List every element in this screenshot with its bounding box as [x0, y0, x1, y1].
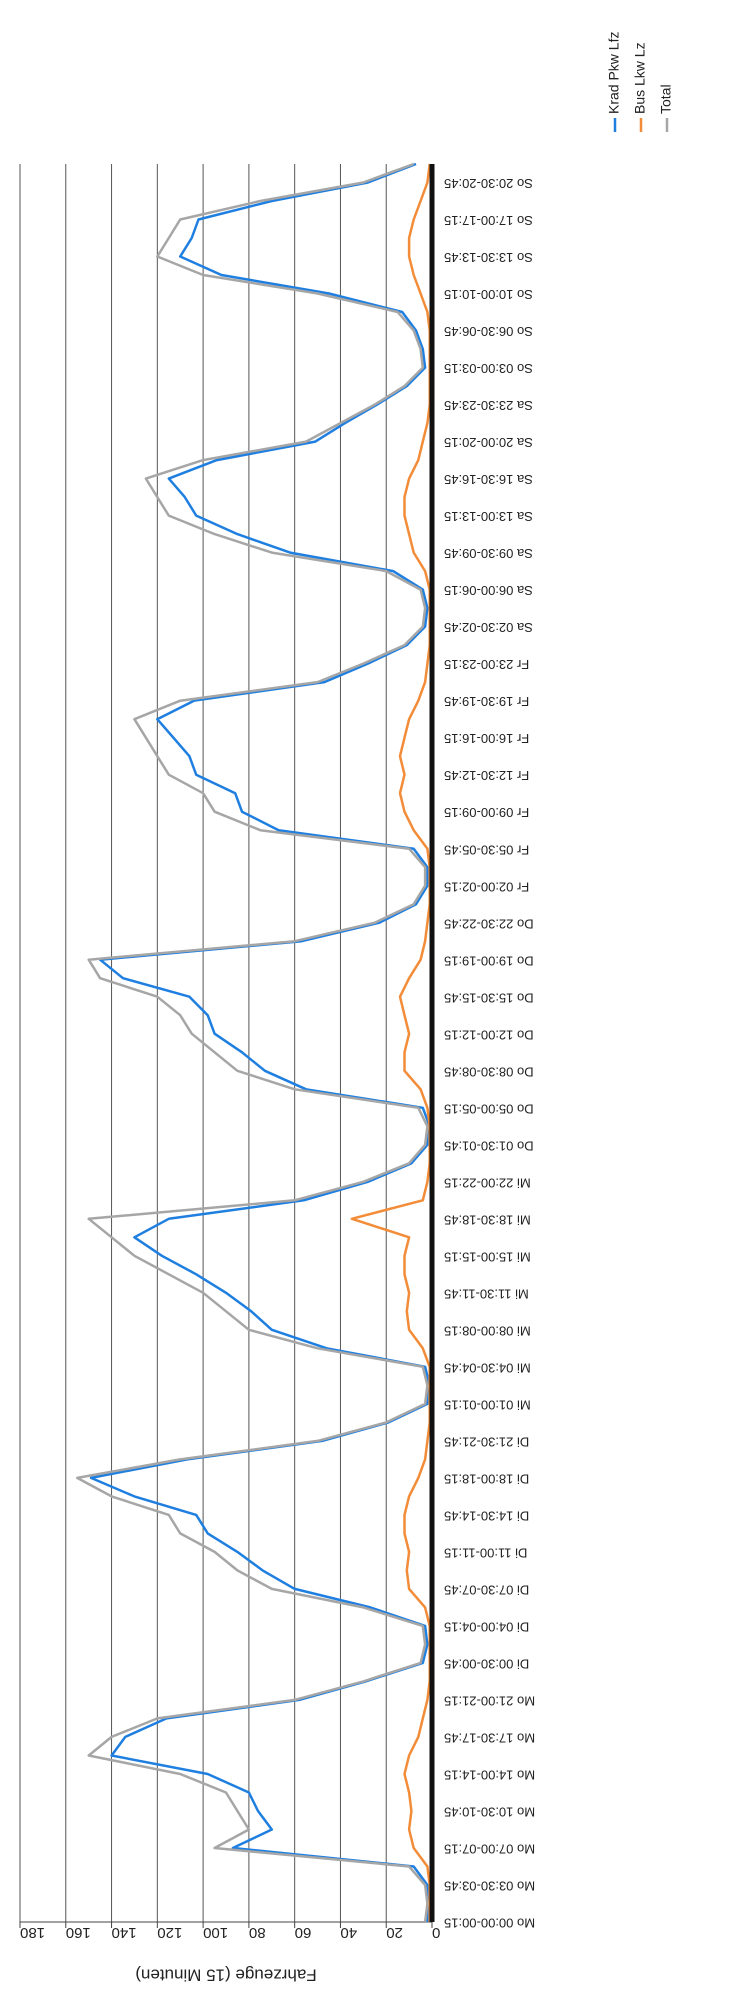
x-tick-label: Mi 18:30-18:45 [444, 1212, 531, 1227]
legend-label: Krad Pkw Lfz [606, 32, 622, 114]
x-tick-label: Fr 09:00-09:15 [444, 805, 529, 820]
x-tick-label: Do 12:00-12:15 [444, 1027, 534, 1042]
x-tick-label: Mo 00:00-00:15 [444, 1916, 535, 1931]
chart-body: Fahrzeuge (15 Minuten) 0 20 40 60 80 100 120 14… [19, 32, 674, 1985]
x-tick-label: So 03:00-03:15 [444, 361, 533, 376]
x-tick-label: Do 15:30-15:45 [444, 990, 534, 1005]
x-tick-label: Mi 15:00-15:15 [444, 1249, 531, 1264]
x-tick-label: Di 14:30-14:45 [444, 1508, 529, 1523]
y-tick-label: 20 [386, 1924, 403, 1941]
legend-label: Total [658, 84, 674, 114]
x-tick-label: So 17:00-17:15 [444, 213, 533, 228]
x-tick-label: So 10:00-10:15 [444, 287, 533, 302]
series-line [350, 163, 431, 1922]
x-tick-label: Sa 06:00-06:15 [444, 583, 533, 598]
y-tick-label: 40 [340, 1924, 357, 1941]
x-tick-label: Mo 03:30-03:45 [444, 1879, 535, 1894]
x-tick-label: Mi 11:30-11:45 [444, 1286, 529, 1301]
series-line [75, 162, 429, 1923]
y-tick-label: 100 [203, 1924, 228, 1941]
x-tick-label: Sa 02:30-02:45 [444, 620, 533, 635]
x-tick-label: Di 07:30-07:45 [444, 1582, 529, 1597]
x-tick-label: Fr 16:00-16:15 [444, 731, 529, 746]
x-tick-label: Sa 20:00-20:15 [444, 435, 533, 450]
x-tick-label: Fr 02:00-02:15 [444, 879, 529, 894]
x-tick-label: Do 08:30-08:45 [444, 1064, 534, 1079]
x-tick-label: Di 21:30-21:45 [444, 1434, 529, 1449]
y-tick-label: 60 [295, 1924, 312, 1941]
x-tick-label: Mo 14:00-14:15 [444, 1768, 535, 1783]
x-tick-label: Mi 08:00-08:15 [444, 1323, 531, 1338]
x-tick-label: Di 18:00-18:15 [444, 1471, 529, 1486]
x-tick-label: Sa 13:00-13:15 [444, 509, 533, 524]
x-tick-label: Fr 19:30-19:45 [444, 694, 529, 709]
x-tick-label: Di 11:00-11:15 [444, 1545, 527, 1560]
x-tick-label: Mo 07:00-07:15 [444, 1842, 535, 1857]
y-tick-label: 140 [112, 1924, 137, 1941]
x-tick-label: So 20:30-20:45 [444, 176, 533, 191]
x-tick-label: Fr 05:30-05:45 [444, 842, 529, 857]
x-tick-label: Mo 17:30-17:45 [444, 1731, 535, 1746]
x-tick-label: Do 01:30-01:45 [444, 1138, 534, 1153]
x-tick-label: Mi 01:00-01:15 [444, 1397, 531, 1412]
y-tick-label: 180 [20, 1924, 45, 1941]
x-tick-label: Fr 23:00-23:15 [444, 657, 529, 672]
x-tick-label: Fr 12:30-12:45 [444, 768, 529, 783]
x-tick-label: So 06:30-06:45 [444, 324, 533, 339]
x-tick-label: Do 05:00-05:15 [444, 1101, 534, 1116]
x-tick-label: Mi 04:30-04:45 [444, 1360, 531, 1375]
x-tick-label: Do 22:30-22:45 [444, 916, 534, 931]
series-line [89, 162, 431, 1923]
y-tick-label: 160 [66, 1924, 91, 1941]
y-tick-label: 0 [432, 1924, 440, 1941]
x-tick-label: Mo 21:00-21:15 [444, 1693, 535, 1708]
y-tick-label: 120 [157, 1924, 182, 1941]
x-tick-label: Sa 09:30-09:45 [444, 546, 533, 561]
y-axis-title: Fahrzeuge (15 Minuten) [135, 1966, 316, 1985]
y-tick-label: 80 [249, 1924, 266, 1941]
x-tick-label: Mo 10:30-10:45 [444, 1805, 535, 1820]
x-tick-label: Di 04:00-04:15 [444, 1619, 529, 1634]
x-tick-label: Di 00:30-00:45 [444, 1656, 529, 1671]
legend-label: Bus Lkw Lz [632, 42, 648, 114]
x-tick-label: Sa 23:30-23:45 [444, 398, 533, 413]
x-tick-label: Do 19:00-19:15 [444, 953, 534, 968]
x-tick-label: Sa 16:30-16:45 [444, 472, 533, 487]
x-tick-label: Mi 22:00-22:15 [444, 1175, 531, 1190]
x-tick-label: So 13:30-13:45 [444, 250, 533, 265]
